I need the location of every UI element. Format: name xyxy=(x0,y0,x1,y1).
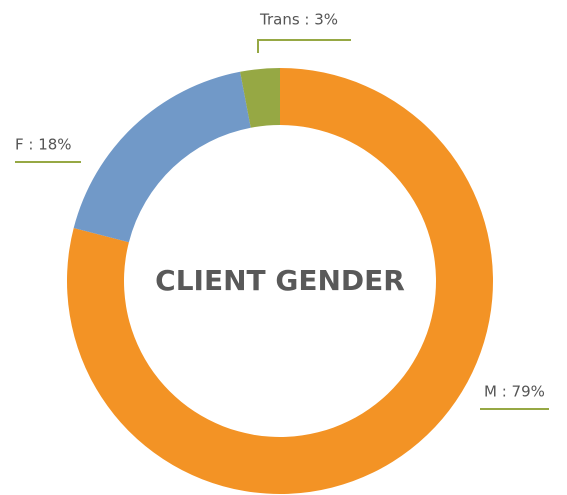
slice-label: M : 79% xyxy=(484,383,545,401)
donut-slice xyxy=(240,68,280,128)
slice-label: F : 18% xyxy=(15,136,72,154)
donut-slice xyxy=(73,71,251,243)
leader-line xyxy=(257,39,351,53)
chart-title: CLIENT GENDER xyxy=(155,264,405,297)
slice-label: Trans : 3% xyxy=(259,11,338,29)
